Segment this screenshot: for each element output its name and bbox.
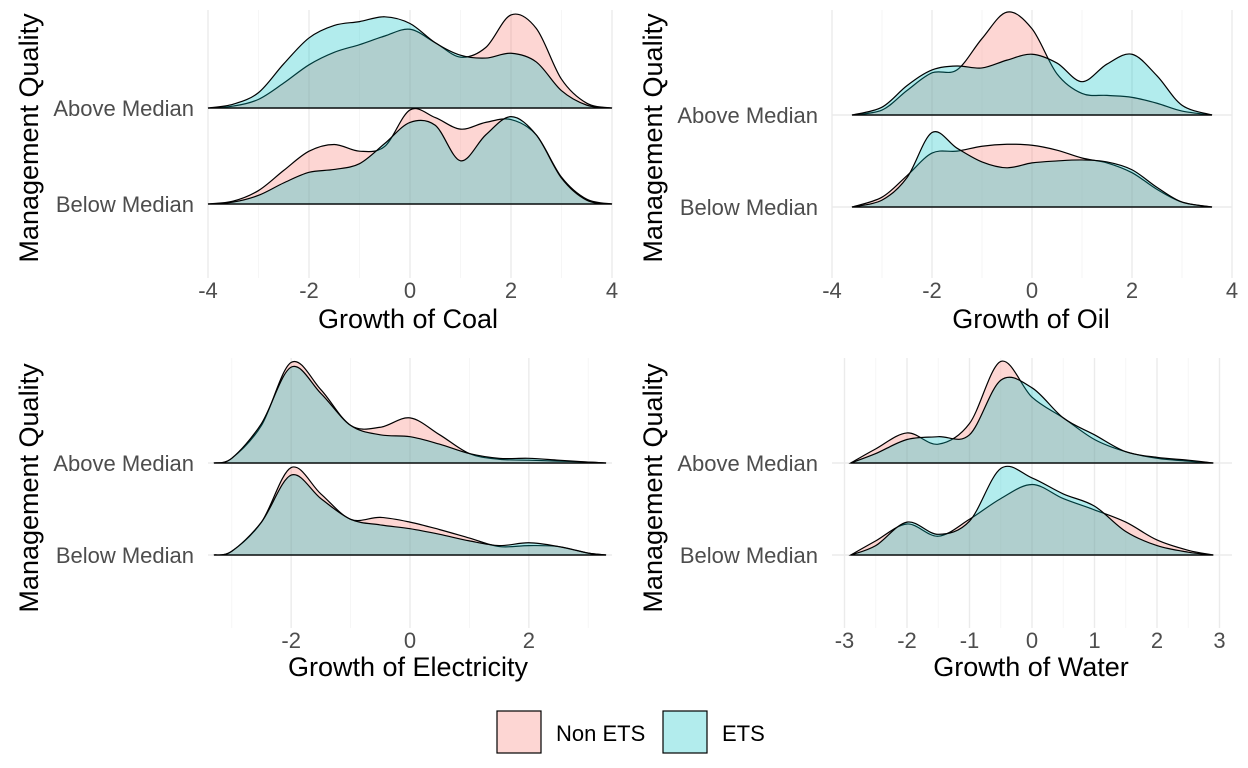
panel-coal-ticks: -4 -2 0 2 4 Below Median Above Median [53,96,618,303]
panel-coal-xlabel: Growth of Coal [318,304,498,334]
panel-electricity-ridges [213,360,607,556]
ridge-ets-below-median [213,474,607,556]
x-tick-label: -4 [198,278,218,303]
x-tick-label: 1 [1088,628,1100,653]
panel-coal-ridges [207,13,613,205]
panel-electricity: -2 0 2 Below Median Above Median Growth of E… [14,358,612,682]
x-tick-label: 0 [404,278,416,303]
legend-label-ets: ETS [722,721,765,746]
x-tick-label: 2 [523,628,535,653]
panel-water-xlabel: Growth of Water [933,652,1129,682]
x-tick-label: -2 [299,278,319,303]
panel-oil-ridges [851,11,1213,208]
x-tick-label: -4 [822,278,842,303]
ridge-ets-below-median [851,130,1213,208]
ridge-ets-above-median [850,376,1214,464]
x-tick-label: -2 [897,628,917,653]
x-tick-label: 2 [1126,278,1138,303]
y-category-label: Below Median [56,192,194,217]
y-category-label: Above Median [53,451,194,476]
panel-electricity-ylabel: Management Quality [14,363,44,613]
legend-label-non-ets: Non ETS [556,721,645,746]
ridge-ets-below-median [850,465,1214,556]
panel-water-ticks: -3 -2 -1 0 1 2 3 Below Median Above Median [677,451,1225,653]
x-tick-label: -3 [835,628,855,653]
panel-electricity-ticks: -2 0 2 Below Median Above Median [53,451,535,653]
panel-electricity-xlabel: Growth of Electricity [288,652,529,682]
y-category-label: Below Median [680,543,818,568]
panel-coal-ylabel: Management Quality [14,13,44,263]
x-tick-label: -1 [960,628,980,653]
ridge-ets-above-median [207,16,613,109]
ridge-ets-above-median [851,53,1213,116]
panel-water: -3 -2 -1 0 1 2 3 Below Median Above Median Growt… [638,358,1232,682]
panel-water-ylabel: Management Quality [638,363,668,613]
legend: Non ETS ETS [496,710,765,754]
ridge-non-ets-above-median [851,11,1213,116]
ridge-non-ets-above-median [848,360,1214,464]
x-tick-label: 2 [1151,628,1163,653]
x-tick-label: 4 [1226,278,1238,303]
panel-water-ridges [848,360,1214,556]
panel-oil: -4 -2 0 2 4 Below Median Above Median Growth o… [638,10,1238,334]
legend-key-non-ets [496,710,542,754]
x-tick-label: 4 [606,278,618,303]
ridge-non-ets-below-median [851,143,1213,208]
x-tick-label: -2 [922,278,942,303]
ridge-ets-above-median [213,365,607,464]
panel-oil-ylabel: Management Quality [638,13,668,263]
ridge-non-ets-above-median [207,13,613,109]
panel-oil-ticks: -4 -2 0 2 4 Below Median Above Median [677,103,1238,303]
panel-coal: -4 -2 0 2 4 Below Median Above Median Growth o… [14,10,618,334]
y-category-label: Above Median [677,103,818,128]
y-category-label: Below Median [680,195,818,220]
x-tick-label: 0 [404,628,416,653]
panel-oil-xlabel: Growth of Oil [952,304,1110,334]
y-category-label: Below Median [56,543,194,568]
y-category-label: Above Median [53,96,194,121]
x-tick-label: 0 [1026,628,1038,653]
legend-key-ets [662,710,708,754]
ridge-non-ets-below-median [848,483,1214,556]
y-category-label: Above Median [677,451,818,476]
x-tick-label: 2 [505,278,517,303]
x-tick-label: 0 [1026,278,1038,303]
x-tick-label: 3 [1213,628,1225,653]
x-tick-label: -2 [281,628,301,653]
ridge-ets-below-median [207,116,613,205]
